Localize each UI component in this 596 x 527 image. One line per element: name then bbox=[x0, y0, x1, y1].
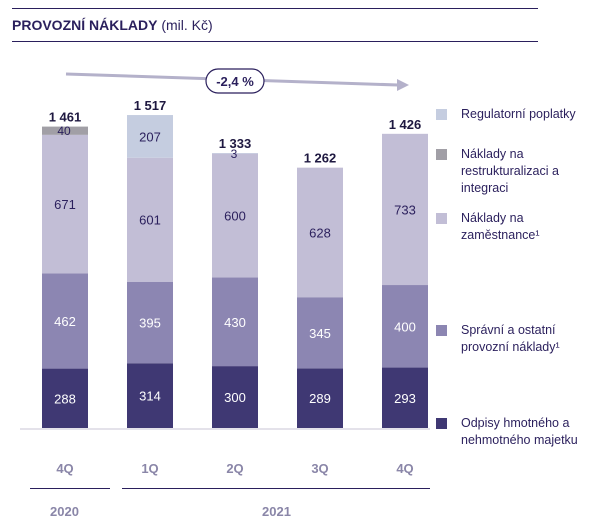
bar-staff-1 bbox=[127, 157, 173, 282]
bar-admin-0 bbox=[42, 273, 88, 369]
x-tick-label-2: 2Q bbox=[226, 461, 243, 476]
total-label-3: 1 262 bbox=[304, 151, 337, 166]
data-label-depreciation-0: 288 bbox=[54, 391, 76, 406]
data-label-staff-4: 733 bbox=[394, 202, 416, 217]
x-tick-label-4: 4Q bbox=[396, 461, 413, 476]
data-label-depreciation-2: 300 bbox=[224, 390, 246, 405]
year-label-2020: 2020 bbox=[50, 504, 79, 519]
data-label-admin-2: 430 bbox=[224, 315, 246, 330]
legend-label-admin: Správní a ostatní provozní náklady¹ bbox=[461, 323, 560, 354]
bar-depreciation-3 bbox=[297, 368, 343, 428]
bar-admin-1 bbox=[127, 281, 173, 364]
total-label-2: 1 333 bbox=[219, 136, 252, 151]
trend-arrow-head bbox=[397, 79, 409, 91]
data-label-depreciation-4: 293 bbox=[394, 391, 416, 406]
total-label-4: 1 426 bbox=[389, 117, 422, 132]
legend-swatch-restructuring bbox=[436, 149, 447, 160]
bar-staff-0 bbox=[42, 134, 88, 274]
legend-swatch-admin bbox=[436, 325, 447, 336]
bar-regulatory-1 bbox=[127, 115, 173, 158]
bar-staff-4 bbox=[382, 133, 428, 286]
x-tick-label-3: 3Q bbox=[311, 461, 328, 476]
bar-staff-2 bbox=[212, 153, 258, 278]
bar-depreciation-1 bbox=[127, 363, 173, 428]
bar-restructuring-0 bbox=[42, 126, 88, 135]
year-rule-2020 bbox=[30, 488, 110, 489]
data-label-restructuring-0: 40 bbox=[57, 124, 71, 138]
data-label-depreciation-3: 289 bbox=[309, 391, 331, 406]
bar-staff-3 bbox=[297, 167, 343, 298]
change-badge-label: -2,4 % bbox=[216, 74, 254, 89]
x-tick-label-1: 1Q bbox=[141, 461, 158, 476]
legend-label-regulatory: Regulatorní poplatky bbox=[461, 107, 576, 121]
data-label-admin-4: 400 bbox=[394, 319, 416, 334]
data-label-staff-0: 671 bbox=[54, 197, 76, 212]
legend-swatch-depreciation bbox=[436, 418, 447, 429]
bar-admin-2 bbox=[212, 277, 258, 367]
data-label-staff-1: 601 bbox=[139, 213, 161, 228]
data-label-staff-3: 628 bbox=[309, 225, 331, 240]
chart-title: PROVOZNÍ NÁKLADY (mil. Kč) bbox=[12, 17, 213, 33]
data-label-admin-0: 462 bbox=[54, 314, 76, 329]
year-label-2021: 2021 bbox=[262, 504, 291, 519]
total-label-0: 1 461 bbox=[49, 110, 82, 125]
year-rule-2021 bbox=[122, 488, 430, 489]
data-label-admin-3: 345 bbox=[309, 326, 331, 341]
total-label-1: 1 517 bbox=[134, 98, 167, 113]
chart-title-main: PROVOZNÍ NÁKLADY bbox=[12, 17, 158, 33]
change-badge bbox=[205, 68, 265, 94]
bar-depreciation-0 bbox=[42, 368, 88, 428]
bar-admin-4 bbox=[382, 285, 428, 368]
legend-label-staff: Náklady na zaměstnance¹ bbox=[461, 211, 540, 242]
legend-label-depreciation: Odpisy hmotného a nehmotného majetku bbox=[461, 416, 578, 447]
bar-depreciation-4 bbox=[382, 367, 428, 428]
legend-swatch-regulatory bbox=[436, 109, 447, 120]
x-tick-label-0: 4Q bbox=[56, 461, 73, 476]
legend-swatch-staff bbox=[436, 213, 447, 224]
top-rule bbox=[12, 8, 538, 9]
data-label-regulatory-1: 207 bbox=[139, 129, 161, 144]
bar-regulatory-2 bbox=[212, 153, 258, 154]
legend-label-restructuring: Náklady na restrukturalizaci a integraci bbox=[461, 147, 559, 195]
title-rule bbox=[12, 41, 538, 42]
bar-depreciation-2 bbox=[212, 366, 258, 428]
data-label-depreciation-1: 314 bbox=[139, 389, 161, 404]
data-label-regulatory-2: 3 bbox=[231, 147, 238, 161]
data-label-staff-2: 600 bbox=[224, 209, 246, 224]
chart-title-unit: (mil. Kč) bbox=[157, 17, 213, 33]
data-label-admin-1: 395 bbox=[139, 315, 161, 330]
bar-admin-3 bbox=[297, 297, 343, 369]
